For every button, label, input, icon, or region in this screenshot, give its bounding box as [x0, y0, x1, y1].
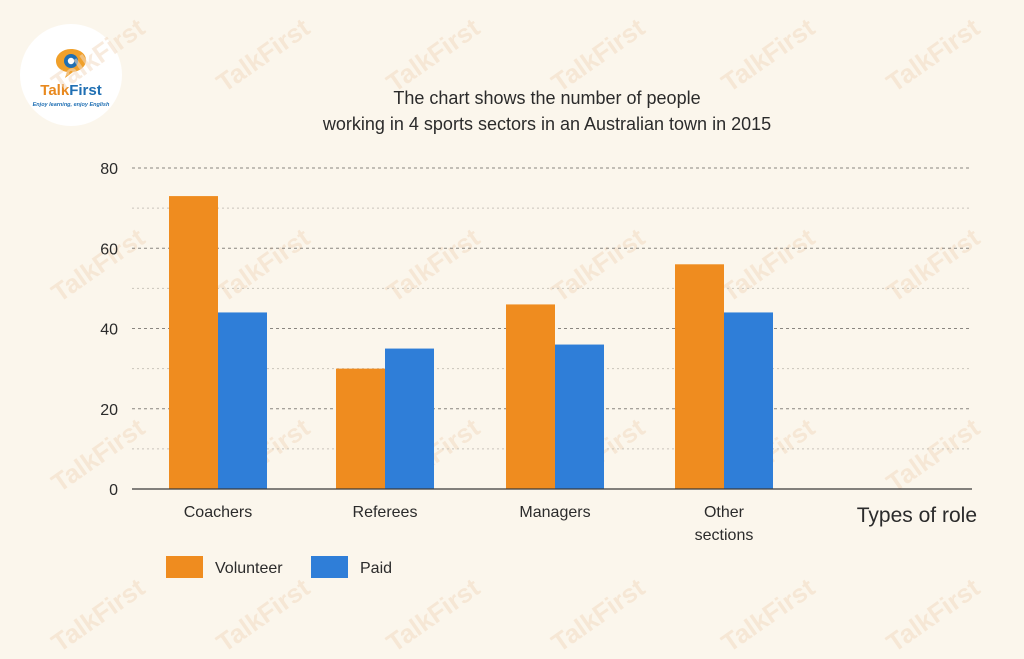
y-tick-label: 20	[100, 402, 118, 419]
legend-swatch-paid	[311, 556, 348, 578]
x-tick-label-line: Other	[704, 504, 745, 521]
x-tick-label: Other sections	[695, 504, 754, 544]
x-axis-label: Types of role	[857, 504, 977, 527]
speech-bubble-icon	[56, 49, 86, 78]
chart-title: The chart shows the number of people work…	[322, 88, 771, 134]
x-tick-label-line: Managers	[519, 504, 590, 521]
x-tick-label-line: Referees	[353, 504, 418, 521]
legend-label: Volunteer	[215, 560, 283, 577]
y-tick-label: 40	[100, 322, 118, 339]
logo-wordmark: TalkFirst	[40, 82, 102, 99]
chart-title-line: The chart shows the number of people	[393, 88, 700, 108]
y-tick-label: 60	[100, 241, 118, 258]
bar-volunteer	[675, 264, 724, 489]
bar-paid	[385, 348, 434, 489]
y-tick-label: 80	[100, 161, 118, 178]
logo-tagline: Enjoy learning, enjoy English	[32, 102, 110, 108]
chart-title-line: working in 4 sports sectors in an Austra…	[322, 114, 771, 134]
bar-volunteer	[506, 304, 555, 489]
x-tick-label: Coachers	[184, 504, 252, 521]
legend-swatch-volunteer	[166, 556, 203, 578]
x-tick-label: Managers	[519, 504, 590, 521]
talkfirst-logo: TalkFirst Enjoy learning, enjoy English	[20, 24, 122, 126]
x-tick-label: Referees	[353, 504, 418, 521]
bar-volunteer	[169, 196, 218, 489]
y-tick-label: 0	[109, 482, 118, 499]
bar-paid	[218, 312, 267, 489]
legend-label: Paid	[360, 560, 392, 577]
bar-paid	[555, 344, 604, 489]
x-tick-label-line: sections	[695, 527, 754, 544]
x-tick-label-line: Coachers	[184, 504, 252, 521]
bar-chart: The chart shows the number of people work…	[100, 88, 977, 578]
bar-volunteer	[336, 368, 385, 489]
bar-paid	[724, 312, 773, 489]
